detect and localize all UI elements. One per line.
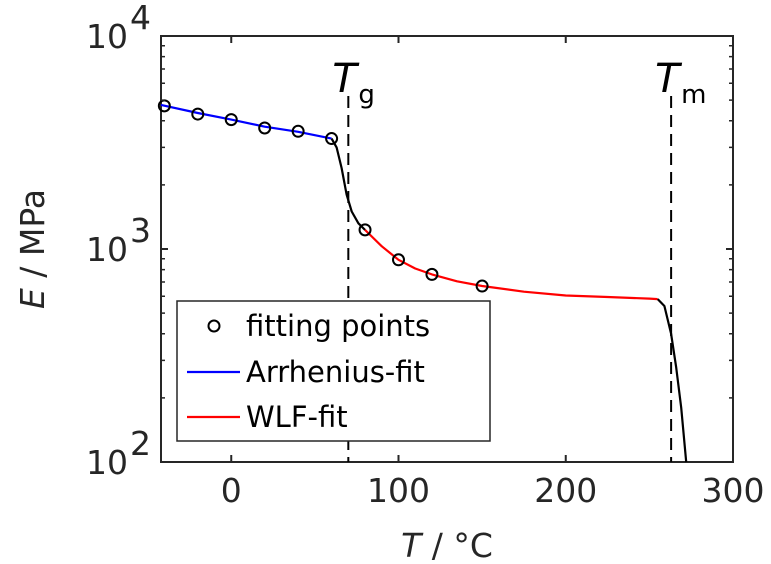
series-line-wlf-fit	[364, 229, 658, 301]
y-tick-exponent: 4	[130, 0, 151, 37]
y-tick-label: 10	[86, 443, 128, 482]
y-axis-unit: MPa	[13, 189, 52, 256]
data-point	[475, 279, 489, 293]
legend-label: WLF-fit	[246, 400, 348, 434]
x-tick-label: 200	[534, 471, 597, 510]
x-axis-variable: T	[401, 526, 424, 564]
data-point	[291, 124, 305, 138]
y-tick-label: 10	[86, 17, 128, 56]
legend-marker-fitting-points	[207, 319, 221, 333]
y-tick-exponent: 2	[130, 424, 151, 463]
annotation-subscript-g: g	[358, 80, 375, 110]
y-tick-exponent: 3	[130, 211, 151, 250]
data-point	[258, 121, 272, 135]
legend-label: Arrhenius-fit	[246, 355, 425, 389]
y-axis-separator: /	[13, 256, 52, 288]
data-point	[358, 223, 372, 237]
transition-curve-3	[330, 138, 366, 231]
data-point	[425, 267, 439, 281]
legend-label: fitting points	[246, 309, 430, 343]
data-point	[391, 253, 405, 267]
annotation-subscript-m: m	[681, 80, 706, 110]
y-tick-label: 10	[86, 230, 128, 269]
x-axis-separator: /	[421, 526, 453, 564]
y-axis-label: E / MPa	[13, 189, 52, 309]
x-tick-label: 300	[702, 471, 765, 510]
data-point	[191, 107, 205, 121]
data-point	[224, 113, 238, 127]
x-axis-label: T / °C	[401, 526, 493, 564]
annotation-label-m: T	[655, 56, 683, 102]
transition-curve-4	[656, 298, 688, 463]
x-axis-unit: °C	[453, 526, 493, 564]
data-point	[325, 132, 339, 146]
x-tick-label: 100	[367, 471, 430, 510]
annotation-label-g: T	[332, 56, 360, 102]
legend: fitting points Arrhenius-fit WLF-fit	[176, 300, 491, 442]
x-tick-label: 0	[221, 471, 242, 510]
y-axis-variable: E	[13, 288, 52, 309]
